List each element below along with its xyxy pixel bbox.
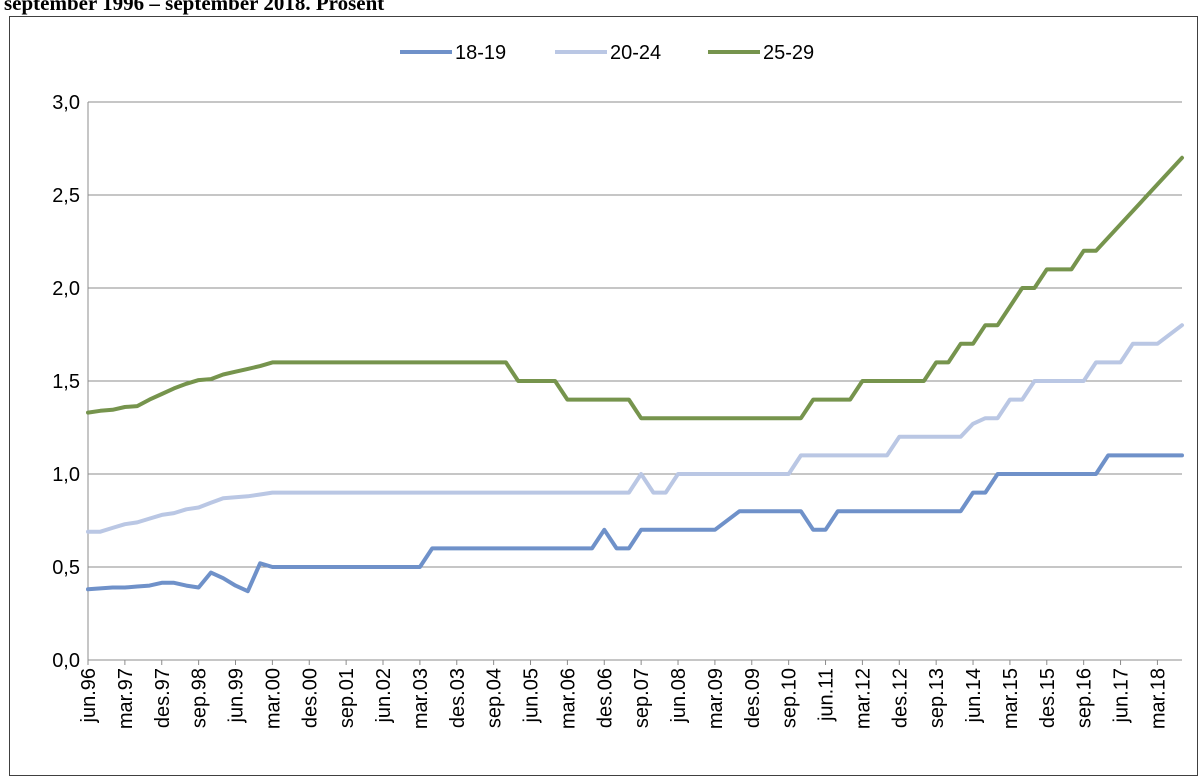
y-tick-label: 2,5 [52, 185, 80, 207]
x-tick-label: jun.08 [668, 668, 690, 724]
x-tick-label: jun.14 [963, 668, 985, 724]
x-tick-label: des.15 [1037, 668, 1059, 728]
x-tick-label: sep.07 [631, 668, 653, 728]
y-axis: 0,0 0,5 1,0 1,5 2,0 2,5 3,0 [52, 92, 89, 672]
x-axis: jun.96 mar.97 des.97 sep.98 jun.99 mar.00 des.… [78, 659, 1182, 729]
x-tick-label: jun.96 [78, 668, 100, 724]
legend: 18-19 20-24 25-29 [400, 42, 814, 64]
legend-label: 25-29 [763, 42, 814, 64]
x-tick-label: jun.99 [226, 668, 248, 724]
chart-frame [9, 16, 1198, 776]
x-tick-label: des.12 [889, 668, 911, 728]
series-line-25-29 [86, 155, 1184, 421]
y-tick-label: 2,0 [52, 278, 80, 300]
x-tick-label: mar.03 [410, 668, 432, 729]
series-line-18-19 [86, 453, 1184, 594]
y-tick-label: 3,0 [52, 92, 80, 114]
x-tick-label: mar.15 [1000, 668, 1022, 729]
legend-label: 20-24 [610, 42, 661, 64]
x-tick-label: des.03 [447, 668, 469, 728]
x-tick-label: des.97 [152, 668, 174, 728]
x-tick-label: mar.18 [1147, 668, 1169, 729]
x-tick-label: sep.98 [189, 668, 211, 728]
y-tick-label: 1,5 [52, 371, 80, 393]
series-lines [86, 155, 1184, 594]
x-tick-label: mar.06 [557, 668, 579, 729]
x-tick-label: jun.17 [1111, 668, 1133, 724]
x-tick-label: jun.05 [521, 668, 543, 724]
x-tick-label: mar.09 [705, 668, 727, 729]
x-tick-label: sep.10 [779, 668, 801, 728]
x-tick-label: des.00 [299, 668, 321, 728]
y-tick-label: 1,0 [52, 464, 80, 486]
x-tick-label: mar.97 [115, 668, 137, 729]
x-tick-label: sep.13 [926, 668, 948, 728]
y-tick-label: 0,5 [52, 557, 80, 579]
x-tick-label: mar.00 [262, 668, 284, 729]
x-tick-label: jun.11 [816, 668, 838, 722]
legend-label: 18-19 [455, 42, 506, 64]
x-tick-label: sep.04 [484, 668, 506, 728]
x-tick-label: jun.02 [373, 668, 395, 724]
series-line-20-24 [86, 323, 1184, 534]
x-tick-label: des.09 [742, 668, 764, 728]
x-tick-label: mar.12 [852, 668, 874, 729]
y-tick-label: 0,0 [52, 650, 80, 672]
x-tick-label: sep.01 [336, 668, 358, 728]
page-title: september 1996 – september 2018. Prosent [4, 0, 385, 15]
x-tick-label: des.06 [594, 668, 616, 728]
x-tick-label: sep.16 [1074, 668, 1096, 728]
